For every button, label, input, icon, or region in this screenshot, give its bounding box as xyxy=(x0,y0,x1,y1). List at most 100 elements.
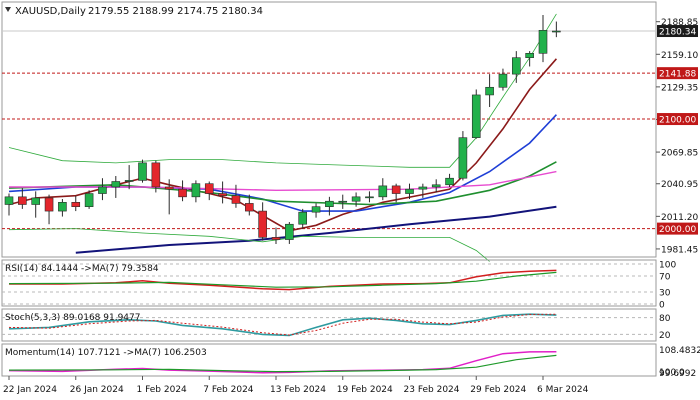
stochastic-lines xyxy=(8,313,557,337)
bear-candle xyxy=(204,183,214,194)
date-tick-label: 22 Jan 2024 xyxy=(3,385,57,395)
rsi-lines xyxy=(8,269,557,291)
bull-candle xyxy=(31,197,41,205)
stochastic-axis: 80 20 xyxy=(659,314,671,341)
date-tick-label: 13 Feb 2024 xyxy=(270,385,326,395)
momentum-axis: 108.4832 100.099.6992 xyxy=(659,346,700,379)
bull-candle xyxy=(84,193,94,207)
chart-header: XAUUSD,Daily 2179.55 2188.99 2174.75 218… xyxy=(5,6,263,17)
bear-candle xyxy=(44,197,54,212)
stochastic-grid xyxy=(2,317,656,335)
indicator-tick-label: 80 xyxy=(659,314,671,324)
bull-candle xyxy=(525,53,534,58)
current-price-label: 2180.34 xyxy=(659,28,696,38)
indicator-tick-label: 108.4832 xyxy=(659,346,700,356)
bull-candle xyxy=(285,223,294,240)
bear-candle xyxy=(178,188,187,198)
indicator-tick-label: 20 xyxy=(659,331,671,341)
bear-candle xyxy=(71,202,81,207)
bear-candle xyxy=(245,203,254,212)
momentum-lines xyxy=(8,350,557,374)
ohlc-readout: 2179.55 2188.99 2174.75 2180.34 xyxy=(88,6,263,17)
rsi-panel: 100 70 30 0 RSI(14) 84.1444 ->MA(7) 79.3584 xyxy=(1,259,676,311)
momentum-panel: 108.4832 100.099.6992 Momentum(14) 107.71… xyxy=(1,343,700,379)
date-tick-label: 29 Feb 2024 xyxy=(470,385,526,395)
bull-candle xyxy=(458,137,468,179)
date-tick-label: 7 Feb 2024 xyxy=(203,385,254,395)
level-label-bg xyxy=(657,113,698,126)
indicator-tick-label: 100.0 xyxy=(659,368,685,378)
price-tick-label: 2040.95 xyxy=(661,180,698,190)
level-label: 2000.00 xyxy=(659,225,696,235)
indicator-tick-label: 99.6992 xyxy=(659,369,696,379)
ma-200-line xyxy=(75,205,557,254)
price-tick-label: 2188.85 xyxy=(661,18,698,28)
bull-candle xyxy=(124,180,134,182)
price-tick-label: 2011.20 xyxy=(661,213,698,223)
bear-candle xyxy=(18,196,27,205)
bull-candle xyxy=(445,177,454,186)
date-tick-label: 26 Jan 2024 xyxy=(70,385,124,395)
rsi-title: RSI(14) 84.1444 ->MA(7) 79.3584 xyxy=(5,264,159,274)
bb-lower-line xyxy=(8,228,490,262)
bull-candle xyxy=(405,188,414,194)
bear-candle xyxy=(271,237,281,240)
stoch-signal-line xyxy=(8,313,557,336)
bear-candle xyxy=(258,210,267,238)
bear-candle xyxy=(391,185,401,194)
mom-signal-line xyxy=(8,354,557,373)
bull-candle xyxy=(431,184,441,188)
bear-candle xyxy=(218,193,227,197)
price-panel: 2188.852159.102129.352099.602069.852040.… xyxy=(1,1,698,262)
indicator-tick-label: 30 xyxy=(659,289,671,299)
rsi-axis: 100 70 30 0 xyxy=(659,261,676,311)
stoch-main-line xyxy=(8,313,557,337)
bull-candle xyxy=(498,73,508,88)
date-tick-label: 19 Feb 2024 xyxy=(337,385,393,395)
support-resistance-levels xyxy=(2,72,656,230)
bull-candle xyxy=(485,86,494,96)
bull-candle xyxy=(511,57,521,75)
bull-candle xyxy=(4,196,14,205)
rsi-signal-line xyxy=(8,271,557,288)
bull-candle xyxy=(418,186,428,190)
rsi-line-line xyxy=(9,269,557,291)
date-axis: 22 Jan 2024 26 Jan 2024 1 Feb 2024 7 Feb 20… xyxy=(3,376,589,395)
bull-candle xyxy=(365,196,374,199)
date-tick-label: 1 Feb 2024 xyxy=(137,385,188,395)
rsi-grid xyxy=(2,263,656,305)
collapse-triangle-icon[interactable] xyxy=(5,7,11,12)
level-label: 2141.88 xyxy=(659,70,696,80)
bull-candle xyxy=(111,181,121,188)
symbol-label: XAUUSD,Daily xyxy=(15,6,86,17)
level-label: 2100.00 xyxy=(659,116,696,126)
ma-pink-line xyxy=(9,170,557,192)
bull-candle xyxy=(138,162,147,181)
date-tick-label: 6 Mar 2024 xyxy=(537,385,589,395)
bull-candle xyxy=(298,211,308,225)
bull-candle xyxy=(351,196,361,202)
bb-upper-line xyxy=(8,13,557,168)
stochastic-title: Stoch(5,3,3) 89.0168 91.9477 xyxy=(5,313,140,323)
indicator-tick-label: 70 xyxy=(659,273,671,283)
bull-candle xyxy=(338,200,348,203)
bull-candle xyxy=(471,94,481,138)
bear-candle xyxy=(164,186,174,190)
bear-candle xyxy=(231,195,241,204)
bull-candle xyxy=(98,186,107,194)
bull-candle xyxy=(191,183,201,198)
price-tick-label: 2129.35 xyxy=(661,83,698,93)
bull-candle xyxy=(378,185,388,198)
current-price-label-bg xyxy=(657,25,698,38)
level-label-bg xyxy=(657,67,698,80)
bear-candle xyxy=(151,162,161,188)
bull-candle xyxy=(58,202,67,212)
bull-candle xyxy=(538,29,548,54)
level-label-bg xyxy=(657,222,698,235)
date-tick-label: 23 Feb 2024 xyxy=(404,385,460,395)
price-tick-label: 2159.10 xyxy=(661,51,698,61)
bull-candle xyxy=(325,200,334,207)
stochastic-panel: 80 20 Stoch(5,3,3) 89.0168 91.9477 xyxy=(1,308,671,342)
candlestick-series xyxy=(4,14,561,244)
